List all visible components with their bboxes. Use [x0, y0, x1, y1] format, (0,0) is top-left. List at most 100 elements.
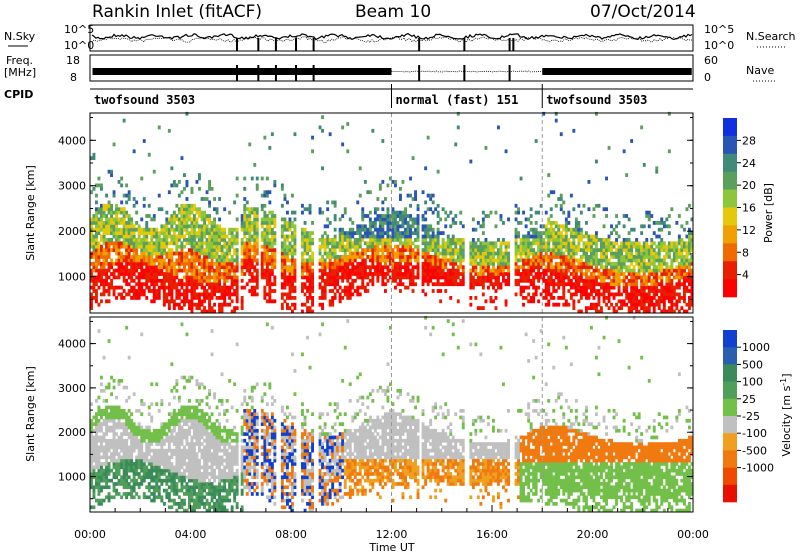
heatmap-cell	[260, 251, 264, 256]
heatmap-cell	[137, 227, 141, 232]
heatmap-cell	[514, 238, 518, 242]
heatmap-cell	[263, 227, 267, 232]
heatmap-cell	[348, 231, 352, 235]
heatmap-cell	[170, 296, 174, 300]
heatmap-cell	[265, 299, 269, 304]
heatmap-cell	[690, 234, 694, 239]
heatmap-cell	[645, 306, 649, 310]
heatmap-cell	[127, 214, 131, 218]
heatmap-cell	[188, 258, 191, 263]
heatmap-cell	[602, 224, 606, 229]
heatmap-cell	[195, 207, 199, 212]
heatmap-cell	[90, 418, 93, 423]
heatmap-cell	[595, 278, 598, 283]
heatmap-cell	[225, 241, 229, 246]
heatmap-cell	[404, 231, 407, 235]
heatmap-cell	[481, 285, 485, 290]
heatmap-cell	[107, 445, 111, 450]
heatmap-cell	[348, 217, 352, 222]
heatmap-cell	[110, 221, 113, 225]
heatmap-cell	[107, 241, 111, 246]
heatmap-cell	[155, 227, 159, 232]
heatmap-cell	[368, 238, 372, 242]
heatmap-cell	[522, 268, 525, 273]
heatmap-cell	[333, 268, 337, 273]
heatmap-cell	[218, 278, 221, 283]
heatmap-cell	[602, 238, 606, 242]
heatmap-cell	[343, 285, 347, 290]
heatmap-cell	[572, 207, 576, 212]
heatmap-cell	[386, 268, 390, 273]
heatmap-cell	[579, 289, 583, 293]
heatmap-cell	[291, 268, 294, 273]
heatmap-cell	[640, 258, 644, 263]
heatmap-cell	[170, 282, 174, 287]
heatmap-cell	[268, 224, 272, 229]
heatmap-cell	[690, 272, 694, 276]
heatmap-cell	[105, 445, 108, 450]
heatmap-cell	[308, 292, 312, 297]
heatmap-cell	[115, 492, 118, 496]
heatmap-cell	[539, 241, 543, 246]
heatmap-cell	[497, 238, 500, 242]
heatmap-cell	[180, 234, 184, 239]
heatmap-cell	[100, 465, 103, 470]
heatmap-cell	[122, 265, 126, 270]
heatmap-cell	[534, 221, 538, 225]
heatmap-cell	[333, 234, 337, 239]
heatmap-cell	[348, 272, 352, 276]
heatmap-cell	[504, 255, 508, 259]
heatmap-cell	[288, 282, 292, 287]
heatmap-cell	[200, 299, 204, 304]
heatmap-cell	[270, 241, 274, 246]
heatmap-cell	[409, 176, 412, 181]
heatmap-cell	[517, 210, 520, 215]
heatmap-cell	[255, 183, 259, 188]
heatmap-cell	[152, 214, 156, 218]
heatmap-cell	[165, 251, 169, 256]
heatmap-cell	[255, 258, 259, 263]
heatmap-cell	[323, 278, 327, 283]
heatmap-cell	[429, 244, 433, 249]
heatmap-cell	[130, 265, 134, 270]
heatmap-cell	[549, 261, 553, 266]
heatmap-cell	[120, 221, 124, 225]
heatmap-cell	[338, 231, 342, 235]
heatmap-cell	[102, 221, 106, 225]
heatmap-cell	[456, 299, 460, 304]
heatmap-cell	[253, 255, 257, 259]
heatmap-cell	[519, 248, 523, 252]
heatmap-cell	[248, 261, 252, 266]
heatmap-cell	[569, 258, 573, 263]
heatmap-cell	[203, 275, 206, 280]
heatmap-cell	[167, 248, 171, 252]
heatmap-cell	[456, 268, 460, 273]
heatmap-cell	[389, 214, 392, 218]
heatmap-cell	[193, 261, 196, 266]
heatmap-cell	[225, 251, 229, 256]
heatmap-cell	[165, 299, 169, 304]
heatmap-cell	[283, 244, 287, 249]
heatmap-cell	[567, 238, 571, 242]
heatmap-cell	[117, 221, 121, 225]
heatmap-cell	[210, 231, 214, 235]
heatmap-cell	[230, 244, 234, 249]
heatmap-cell	[592, 207, 596, 212]
heatmap-cell	[172, 238, 176, 242]
heatmap-cell	[622, 302, 626, 307]
heatmap-cell	[582, 241, 586, 246]
heatmap-cell	[630, 275, 634, 280]
heatmap-cell	[554, 275, 558, 280]
heatmap-cell	[489, 272, 493, 276]
heatmap-cell	[175, 248, 179, 252]
heatmap-cell	[253, 234, 257, 239]
heatmap-cell	[625, 251, 629, 256]
heatmap-cell	[630, 248, 634, 252]
heatmap-cell	[492, 299, 495, 304]
heatmap-cell	[95, 485, 98, 490]
heatmap-cell	[577, 224, 581, 229]
heatmap-cell	[125, 244, 129, 249]
heatmap-cell	[424, 265, 428, 270]
heatmap-cell	[165, 231, 169, 235]
heatmap-cell	[620, 265, 623, 270]
